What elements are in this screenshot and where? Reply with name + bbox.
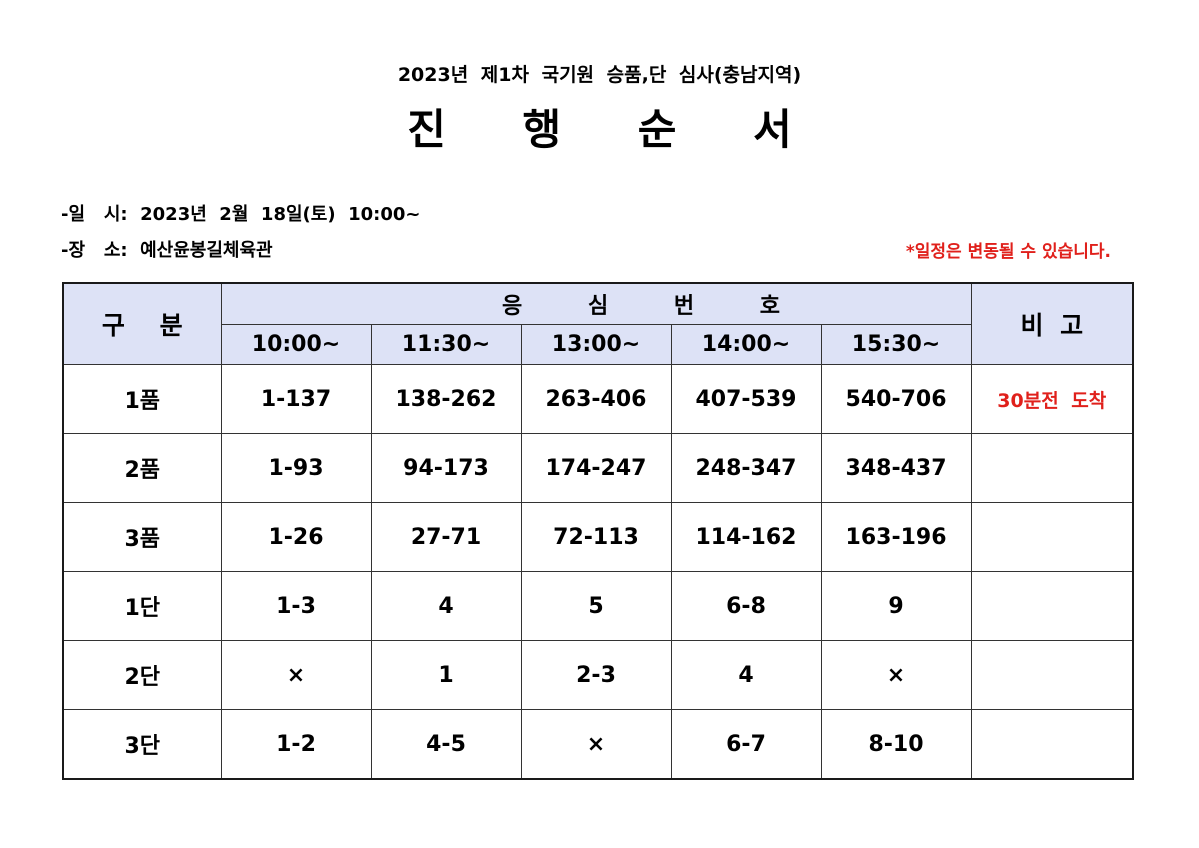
slot-cell: 5 [520, 571, 672, 641]
remark-cell [970, 640, 1134, 710]
header-remarks: 비 고 [970, 282, 1134, 365]
slot-cell: 263-406 [520, 364, 672, 434]
slot-cell: 9 [820, 571, 972, 641]
slot-cell: 94-173 [370, 433, 522, 503]
slot-cell: 1-137 [220, 364, 372, 434]
document-subtitle: 2023년 제1차 국기원 승품,단 심사(충남지역) [397, 64, 802, 86]
slot-cell: 4-5 [370, 709, 522, 780]
slot-cell: 4 [670, 640, 822, 710]
header-exam-number: 응 심 번 호 [220, 282, 972, 325]
row-category: 3품 [62, 502, 222, 572]
header-time-slot: 13:00~ [520, 324, 672, 365]
header-time-slot: 15:30~ [820, 324, 972, 365]
table-row: 1품 1-137 138-262 263-406 407-539 540-706… [62, 364, 1134, 434]
slot-cell: 1 [370, 640, 522, 710]
row-category: 1단 [62, 571, 222, 641]
slot-cell: 248-347 [670, 433, 822, 503]
slot-cell: 1-2 [220, 709, 372, 780]
event-date: -일 시: 2023년 2월 18일(토) 10:00~ [61, 204, 421, 225]
document-title: 진 행 순 서 [407, 105, 792, 154]
schedule-change-notice: *일정은 변동될 수 있습니다. [905, 242, 1111, 262]
header-time-slot: 11:30~ [370, 324, 522, 365]
slot-cell: 114-162 [670, 502, 822, 572]
slot-cell: 1-3 [220, 571, 372, 641]
slot-cell: 72-113 [520, 502, 672, 572]
slot-cell: 163-196 [820, 502, 972, 572]
table-row: 2단 × 1 2-3 4 × [62, 640, 1134, 710]
remark-cell [970, 433, 1134, 503]
header-time-slot: 10:00~ [220, 324, 372, 365]
slot-cell: 4 [370, 571, 522, 641]
slot-cell: 540-706 [820, 364, 972, 434]
schedule-table: 구 분 응 심 번 호 비 고 10:00~ 11:30~ 13:00~ 14:… [62, 282, 1135, 780]
slot-cell: 6-7 [670, 709, 822, 780]
slot-cell: 8-10 [820, 709, 972, 780]
row-category: 2품 [62, 433, 222, 503]
slot-cell: 2-3 [520, 640, 672, 710]
slot-cell: 27-71 [370, 502, 522, 572]
slot-cell: × [820, 640, 972, 710]
row-category: 1품 [62, 364, 222, 434]
remark-cell [970, 571, 1134, 641]
slot-cell: 1-26 [220, 502, 372, 572]
table-row: 2품 1-93 94-173 174-247 248-347 348-437 [62, 433, 1134, 503]
table-row: 3단 1-2 4-5 × 6-7 8-10 [62, 709, 1134, 780]
remark-cell [970, 502, 1134, 572]
slot-cell: 407-539 [670, 364, 822, 434]
table-row: 3품 1-26 27-71 72-113 114-162 163-196 [62, 502, 1134, 572]
event-place: -장 소: 예산윤봉길체육관 [61, 240, 273, 261]
remark-cell [970, 709, 1134, 780]
slot-cell: 6-8 [670, 571, 822, 641]
slot-cell: 348-437 [820, 433, 972, 503]
remark-cell: 30분전 도착 [970, 364, 1134, 434]
slot-cell: 138-262 [370, 364, 522, 434]
header-category: 구 분 [62, 282, 222, 365]
header-time-slot: 14:00~ [670, 324, 822, 365]
slot-cell: 174-247 [520, 433, 672, 503]
table-row: 1단 1-3 4 5 6-8 9 [62, 571, 1134, 641]
slot-cell: 1-93 [220, 433, 372, 503]
row-category: 2단 [62, 640, 222, 710]
slot-cell: × [520, 709, 672, 780]
row-category: 3단 [62, 709, 222, 780]
slot-cell: × [220, 640, 372, 710]
